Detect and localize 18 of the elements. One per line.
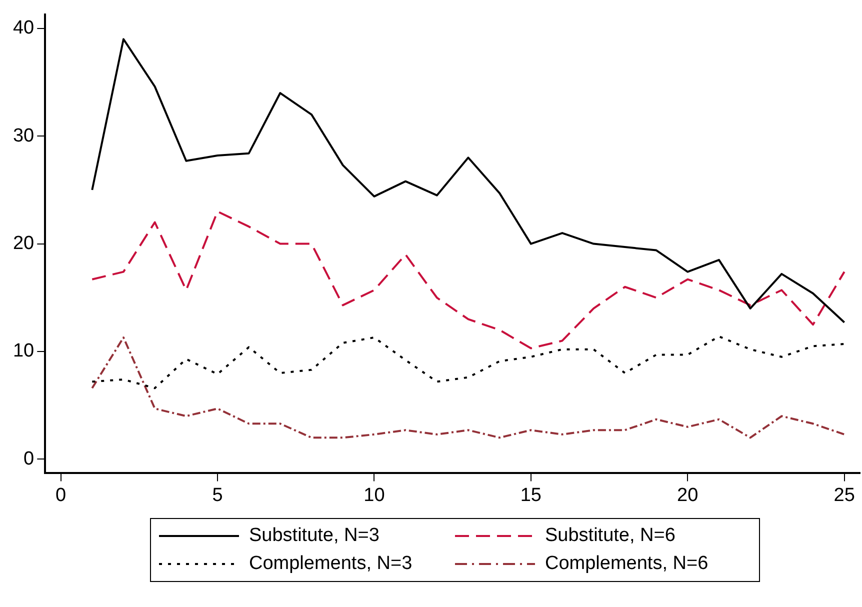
x-tick-label: 25	[834, 484, 855, 506]
line-series	[91, 336, 846, 439]
legend-label: Complements, N=3	[249, 553, 412, 575]
legend-label: Substitute, N=6	[545, 525, 676, 547]
y-tick-label: 30	[12, 125, 34, 146]
line-series	[91, 335, 846, 390]
x-tick-label: 10	[364, 484, 385, 506]
x-tick-label: 20	[677, 484, 698, 506]
x-tick-label: 5	[212, 484, 223, 506]
legend-label: Substitute, N=3	[249, 525, 380, 547]
x-tick-label: 15	[520, 484, 542, 506]
y-tick-label: 20	[12, 233, 34, 254]
y-tick-label: 40	[12, 18, 34, 39]
legend-label: Complements, N=6	[545, 553, 708, 575]
x-tick-label: 0	[56, 484, 66, 506]
line-series	[91, 210, 846, 350]
y-tick-label: 10	[12, 340, 34, 362]
y-tick-label: 0	[24, 448, 34, 470]
